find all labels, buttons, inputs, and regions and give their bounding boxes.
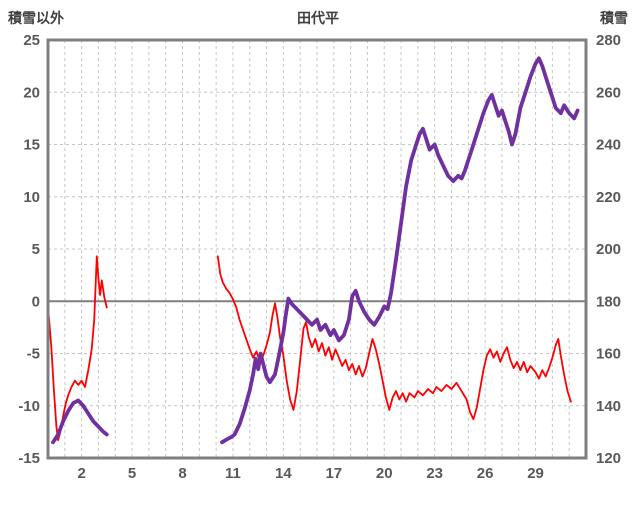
left-tick-label: -15	[18, 450, 40, 467]
x-tick-label: 26	[477, 465, 494, 482]
right-tick-label: 180	[596, 293, 621, 310]
right-tick-label: 220	[596, 189, 621, 206]
left-tick-label: 5	[32, 241, 40, 258]
x-tick-label: 29	[527, 465, 544, 482]
right-tick-label: 240	[596, 137, 621, 154]
right-tick-label: 160	[596, 346, 621, 363]
series-line-left	[216, 255, 572, 421]
left-tick-label: -10	[18, 398, 40, 415]
x-tick-label: 8	[178, 465, 186, 482]
left-tick-label: 15	[23, 137, 40, 154]
left-tick-label: 20	[23, 84, 40, 101]
right-tick-label: 140	[596, 398, 621, 415]
x-tick-label: 23	[426, 465, 443, 482]
left-tick-label: 0	[32, 293, 40, 310]
series-line-right	[220, 56, 580, 445]
plot-frame	[46, 38, 588, 460]
right-axis-title: 積雪	[600, 10, 628, 26]
right-tick-label: 120	[596, 450, 621, 467]
series-line-right	[51, 398, 109, 445]
right-tick-label: 200	[596, 241, 621, 258]
right-tick-label: 280	[596, 32, 621, 49]
left-tick-label: 25	[23, 32, 40, 49]
x-tick-label: 14	[275, 465, 292, 482]
x-tick-label: 17	[325, 465, 342, 482]
x-tick-label: 11	[225, 465, 241, 482]
title-row: 積雪以外 田代平 積雪	[0, 4, 636, 30]
chart-title: 田代平	[297, 10, 339, 26]
left-tick-label: -5	[27, 346, 40, 363]
x-tick-label: 20	[376, 465, 393, 482]
left-axis-title: 積雪以外	[8, 10, 64, 26]
x-tick-label: 5	[128, 465, 136, 482]
left-tick-label: 10	[23, 189, 40, 206]
x-tick-label: 2	[77, 465, 85, 482]
right-tick-label: 260	[596, 84, 621, 101]
